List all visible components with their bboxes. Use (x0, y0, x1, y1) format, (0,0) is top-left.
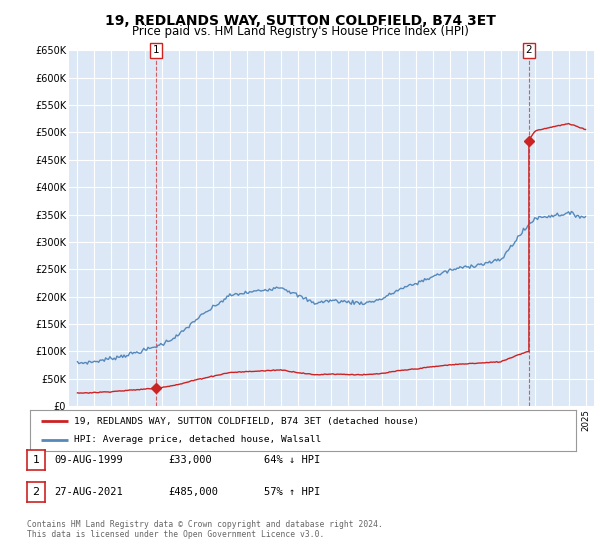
Text: HPI: Average price, detached house, Walsall: HPI: Average price, detached house, Wals… (74, 436, 321, 445)
Text: Contains HM Land Registry data © Crown copyright and database right 2024.
This d: Contains HM Land Registry data © Crown c… (27, 520, 383, 539)
Text: 2: 2 (526, 45, 532, 55)
Text: £33,000: £33,000 (168, 455, 212, 465)
Text: 27-AUG-2021: 27-AUG-2021 (54, 487, 123, 497)
Text: 57% ↑ HPI: 57% ↑ HPI (264, 487, 320, 497)
Text: 19, REDLANDS WAY, SUTTON COLDFIELD, B74 3ET (detached house): 19, REDLANDS WAY, SUTTON COLDFIELD, B74 … (74, 417, 419, 426)
Text: 19, REDLANDS WAY, SUTTON COLDFIELD, B74 3ET: 19, REDLANDS WAY, SUTTON COLDFIELD, B74 … (104, 14, 496, 28)
Text: 09-AUG-1999: 09-AUG-1999 (54, 455, 123, 465)
Text: 64% ↓ HPI: 64% ↓ HPI (264, 455, 320, 465)
Text: 1: 1 (32, 455, 40, 465)
Text: £485,000: £485,000 (168, 487, 218, 497)
Text: 2: 2 (32, 487, 40, 497)
Text: Price paid vs. HM Land Registry's House Price Index (HPI): Price paid vs. HM Land Registry's House … (131, 25, 469, 38)
Text: 1: 1 (152, 45, 159, 55)
